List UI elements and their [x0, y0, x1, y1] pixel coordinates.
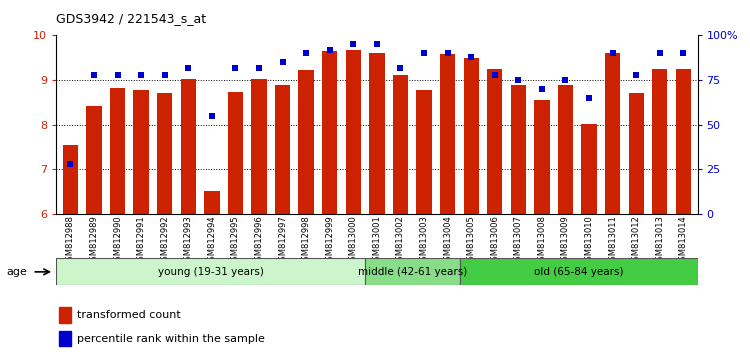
- Bar: [298, 70, 314, 214]
- Point: [159, 72, 171, 78]
- Bar: [275, 85, 290, 214]
- Bar: [59, 307, 71, 323]
- Text: GDS3942 / 221543_s_at: GDS3942 / 221543_s_at: [56, 12, 206, 25]
- Text: transformed count: transformed count: [76, 310, 181, 320]
- Point: [135, 72, 147, 78]
- Point: [88, 72, 100, 78]
- Bar: [581, 124, 597, 214]
- Point: [630, 72, 642, 78]
- Bar: [652, 69, 668, 214]
- Bar: [440, 54, 455, 214]
- Point: [182, 65, 194, 70]
- Point: [230, 65, 242, 70]
- Point: [536, 86, 548, 92]
- Point: [607, 50, 619, 56]
- Point: [442, 50, 454, 56]
- Point: [206, 113, 218, 119]
- Point: [489, 72, 501, 78]
- Bar: [59, 331, 71, 347]
- Bar: [134, 90, 148, 214]
- Bar: [86, 106, 102, 214]
- Bar: [558, 85, 573, 214]
- Bar: [416, 90, 432, 214]
- Point: [253, 65, 265, 70]
- Bar: [157, 93, 172, 214]
- Bar: [534, 100, 550, 214]
- Bar: [511, 85, 526, 214]
- Text: percentile rank within the sample: percentile rank within the sample: [76, 333, 265, 344]
- Point: [560, 77, 572, 83]
- Point: [300, 50, 312, 56]
- Point: [418, 50, 430, 56]
- Point: [394, 65, 406, 70]
- Bar: [228, 92, 243, 214]
- Point: [512, 77, 524, 83]
- Text: middle (42-61 years): middle (42-61 years): [358, 267, 467, 277]
- Bar: [56, 258, 365, 285]
- Text: old (65-84 years): old (65-84 years): [534, 267, 623, 277]
- Bar: [346, 50, 361, 214]
- Point: [347, 41, 359, 47]
- Bar: [676, 69, 691, 214]
- Bar: [464, 58, 478, 214]
- Bar: [605, 53, 620, 214]
- Bar: [460, 258, 698, 285]
- Bar: [63, 145, 78, 214]
- Point: [465, 54, 477, 60]
- Point: [583, 95, 595, 101]
- Bar: [251, 79, 267, 214]
- Point: [324, 47, 336, 52]
- Point: [370, 41, 382, 47]
- Bar: [487, 69, 502, 214]
- Point: [277, 59, 289, 65]
- Bar: [365, 258, 460, 285]
- Point: [654, 50, 666, 56]
- Point: [677, 50, 689, 56]
- Text: young (19-31 years): young (19-31 years): [158, 267, 263, 277]
- Bar: [110, 88, 125, 214]
- Bar: [322, 51, 338, 214]
- Bar: [204, 191, 220, 214]
- Bar: [393, 75, 408, 214]
- Bar: [181, 79, 196, 214]
- Bar: [369, 53, 385, 214]
- Point: [112, 72, 124, 78]
- Bar: [628, 93, 644, 214]
- Text: age: age: [6, 267, 27, 277]
- Point: [64, 161, 76, 167]
